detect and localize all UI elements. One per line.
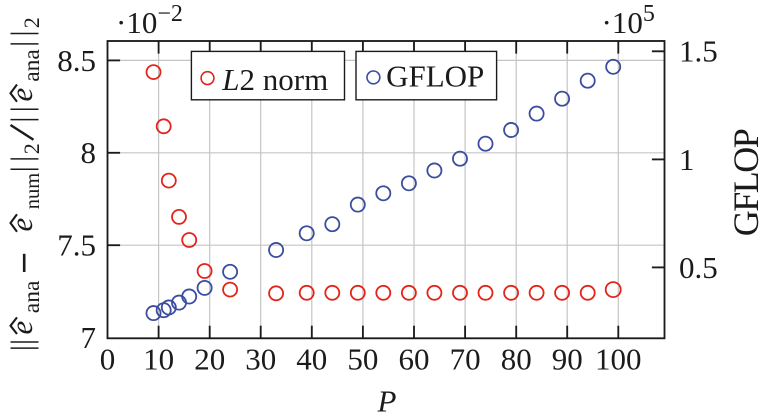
svg-text:2: 2 bbox=[19, 143, 44, 154]
svg-text:8: 8 bbox=[81, 135, 97, 170]
svg-text:P: P bbox=[377, 384, 397, 419]
svg-text:ana: ana bbox=[19, 280, 45, 313]
svg-text:70: 70 bbox=[450, 341, 481, 376]
svg-text:1.5: 1.5 bbox=[679, 34, 718, 69]
svg-text:50: 50 bbox=[347, 341, 378, 376]
svg-text:0: 0 bbox=[100, 341, 116, 376]
svg-text:2: 2 bbox=[19, 17, 44, 28]
svg-text:100: 100 bbox=[595, 341, 642, 376]
svg-text:0.5: 0.5 bbox=[679, 250, 718, 285]
svg-text:e: e bbox=[4, 321, 39, 335]
svg-text:num: num bbox=[22, 173, 44, 210]
svg-text:e: e bbox=[4, 88, 39, 102]
svg-text:1: 1 bbox=[679, 142, 695, 177]
svg-text:GFLOP: GFLOP bbox=[386, 59, 484, 94]
svg-text:||: || bbox=[4, 339, 39, 351]
svg-text:10: 10 bbox=[143, 341, 174, 376]
svg-text:60: 60 bbox=[399, 341, 430, 376]
svg-text:7.5: 7.5 bbox=[57, 228, 96, 263]
svg-text:30: 30 bbox=[245, 341, 276, 376]
svg-text:e: e bbox=[4, 218, 39, 232]
svg-text:80: 80 bbox=[501, 341, 532, 376]
svg-text:GFLOP: GFLOP bbox=[726, 129, 762, 236]
svg-text:ana: ana bbox=[19, 49, 45, 82]
svg-text:40: 40 bbox=[296, 341, 327, 376]
svg-text:8.5: 8.5 bbox=[57, 43, 96, 78]
svg-text:||: || bbox=[4, 26, 39, 47]
svg-text:7: 7 bbox=[81, 320, 97, 355]
svg-text:L2 norm: L2 norm bbox=[221, 62, 328, 97]
svg-text:20: 20 bbox=[194, 341, 225, 376]
svg-text:||: || bbox=[4, 152, 39, 173]
svg-text:90: 90 bbox=[552, 341, 583, 376]
svg-text:||: || bbox=[4, 102, 39, 123]
